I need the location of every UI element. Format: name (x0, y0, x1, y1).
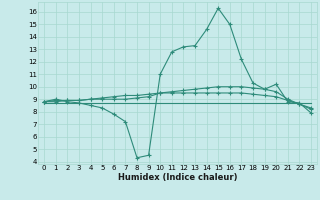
X-axis label: Humidex (Indice chaleur): Humidex (Indice chaleur) (118, 173, 237, 182)
